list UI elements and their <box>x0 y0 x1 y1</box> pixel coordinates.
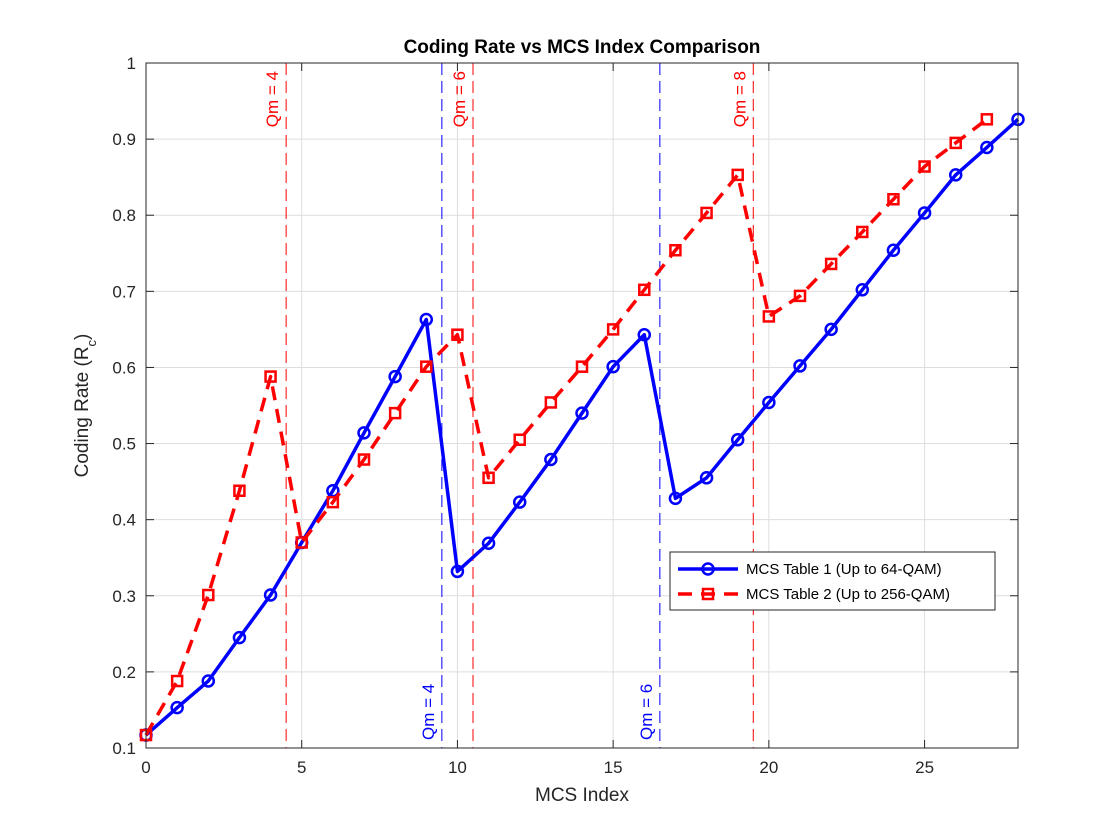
chart-title: Coding Rate vs MCS Index Comparison <box>404 37 761 58</box>
x-tick-label: 10 <box>448 758 467 777</box>
data-point-circle <box>855 283 870 297</box>
data-point-square <box>513 433 526 446</box>
qm-label: Qm = 6 <box>450 71 469 127</box>
data-point-square <box>638 283 651 297</box>
x-tick-label: 0 <box>141 758 150 777</box>
axis-ticks: 0 5 10 15 20 25 0.1 0.2 0.3 0.4 0.5 0.6 0.7 0.8 0.9 1 <box>112 54 1018 777</box>
data-point-circle <box>606 359 620 374</box>
data-point-circle <box>637 327 652 342</box>
y-axis-label-subscript: c <box>84 339 99 346</box>
y-tick-label: 1 <box>127 54 136 73</box>
y-tick-label: 0.3 <box>112 587 136 606</box>
x-tick-label: 15 <box>604 758 623 777</box>
y-axis-label: Coding Rate (Rc) <box>72 334 99 478</box>
data-point-square <box>482 471 495 485</box>
data-point-circle <box>201 674 216 688</box>
data-point-circle <box>824 322 838 337</box>
data-point-circle <box>419 312 434 327</box>
data-point-square <box>980 113 994 126</box>
legend-label-1: MCS Table 1 (Up to 64-QAM) <box>746 561 942 578</box>
data-point-square <box>669 243 682 257</box>
data-point-circle <box>699 471 714 485</box>
data-point-square <box>856 225 869 239</box>
y-tick-label: 0.6 <box>112 358 136 377</box>
data-point-square <box>544 396 558 409</box>
data-point-circle <box>357 426 371 440</box>
data-point-square <box>762 310 776 323</box>
data-point-square <box>451 328 464 341</box>
data-point-square <box>949 136 962 150</box>
data-point-circle <box>232 630 247 645</box>
qm-label: Qm = 6 <box>637 684 656 740</box>
data-point-square <box>887 192 900 206</box>
x-tick-label: 25 <box>915 758 934 777</box>
data-point-square <box>824 257 838 271</box>
y-axis-label-main: Coding Rate (R <box>72 346 93 477</box>
data-point-square <box>170 674 184 688</box>
data-point-circle <box>668 491 683 506</box>
data-point-circle <box>544 452 558 467</box>
data-point-square <box>233 484 246 497</box>
data-point-square <box>357 453 371 466</box>
data-point-circle <box>793 359 807 373</box>
y-tick-label: 0.2 <box>112 663 136 682</box>
y-tick-label: 0.7 <box>112 282 136 301</box>
data-point-circle <box>388 369 402 384</box>
data-point-square <box>388 406 402 420</box>
x-axis-label: MCS Index <box>535 785 629 806</box>
qm-label: Qm = 4 <box>419 684 438 740</box>
data-point-square <box>575 360 589 373</box>
data-point-square <box>918 160 931 173</box>
data-point-square <box>202 588 215 602</box>
x-tick-label: 20 <box>759 758 778 777</box>
data-point-square <box>700 206 713 220</box>
data-point-square <box>264 370 277 383</box>
data-point-square <box>295 536 308 549</box>
data-point-square <box>420 360 433 373</box>
series-lines <box>139 112 1025 742</box>
legend-marker-circle <box>701 562 715 576</box>
data-point-circle <box>948 168 963 182</box>
y-tick-label: 0.1 <box>112 739 136 758</box>
data-point-circle <box>730 433 745 447</box>
x-tick-label: 5 <box>297 758 306 777</box>
legend-box <box>669 551 996 611</box>
data-point-circle <box>886 243 901 257</box>
data-point-circle <box>170 700 184 715</box>
data-point-circle <box>481 536 496 551</box>
plot-frame <box>145 62 1019 749</box>
y-axis-label-close: ) <box>72 334 93 340</box>
grid <box>145 62 1018 749</box>
legend-marker-square <box>701 587 715 601</box>
series-line-1 <box>144 118 1020 737</box>
y-tick-label: 0.4 <box>112 511 136 530</box>
data-point-circle <box>575 406 589 420</box>
y-tick-label: 0.8 <box>112 206 136 225</box>
data-point-circle <box>512 495 527 509</box>
data-point-circle <box>263 588 278 602</box>
qm-label: Qm = 8 <box>730 71 749 127</box>
data-point-square <box>793 289 807 303</box>
data-point-circle <box>980 140 994 155</box>
legend-label-2: MCS Table 2 (Up to 256-QAM) <box>746 586 950 603</box>
data-point-square <box>326 495 340 509</box>
data-point-circle <box>917 206 932 220</box>
data-point-square <box>731 168 744 182</box>
data-point-circle <box>450 564 465 579</box>
data-point-square <box>606 323 620 336</box>
qm-label: Qm = 4 <box>263 71 282 127</box>
data-point-circle <box>762 395 776 410</box>
y-tick-label: 0.9 <box>112 130 136 149</box>
legend: MCS Table 1 (Up to 64-QAM) MCS Table 2 (U… <box>669 551 996 611</box>
y-tick-label: 0.5 <box>112 435 136 454</box>
series-line-2 <box>144 117 988 736</box>
